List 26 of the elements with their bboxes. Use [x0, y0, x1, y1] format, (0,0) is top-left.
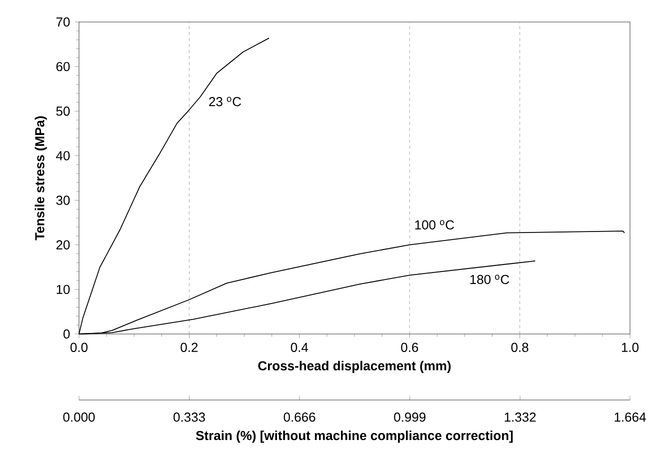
- x-axis-title: Cross-head displacement (mm): [258, 360, 451, 373]
- y-tick-label: 70: [56, 17, 70, 27]
- x-tick-label: 1.0: [622, 342, 639, 352]
- annotation: 23 $^{o}$C: [209, 96, 242, 106]
- x2-tick-label: 0.666: [284, 412, 316, 422]
- x-tick-label: 0.4: [290, 342, 308, 352]
- x-tick-label: 0.2: [180, 342, 198, 352]
- y-tick-label: 50: [56, 106, 70, 116]
- y-tick-label: 60: [56, 62, 70, 72]
- annotation: 100 $^{o}$C: [415, 220, 454, 230]
- y-tick-label: 20: [56, 240, 70, 250]
- x-tick-label: 0.6: [401, 342, 418, 352]
- x2-tick-label: 1.332: [504, 412, 536, 422]
- y-tick-label: 10: [56, 284, 70, 294]
- y-axis-title: Tensile stress (MPa): [34, 116, 47, 240]
- x2-tick-label: 0.999: [394, 412, 426, 422]
- annotation: 180 $^{o}$C: [470, 274, 510, 284]
- x2-tick-label: 1.664: [614, 412, 646, 422]
- x2-tick-label: 0.333: [174, 412, 205, 422]
- x-tick-label: 0.0: [70, 342, 88, 352]
- x2-axis-title: Strain (%) [without machine compliance correction]: [196, 430, 513, 443]
- x2-tick-label: 0.000: [63, 412, 95, 422]
- y-tick-label: 0: [64, 329, 70, 339]
- y-tick-label: 40: [56, 151, 70, 160]
- y-tick-label: 30: [56, 196, 70, 205]
- x-tick-label: 0.8: [511, 342, 528, 352]
